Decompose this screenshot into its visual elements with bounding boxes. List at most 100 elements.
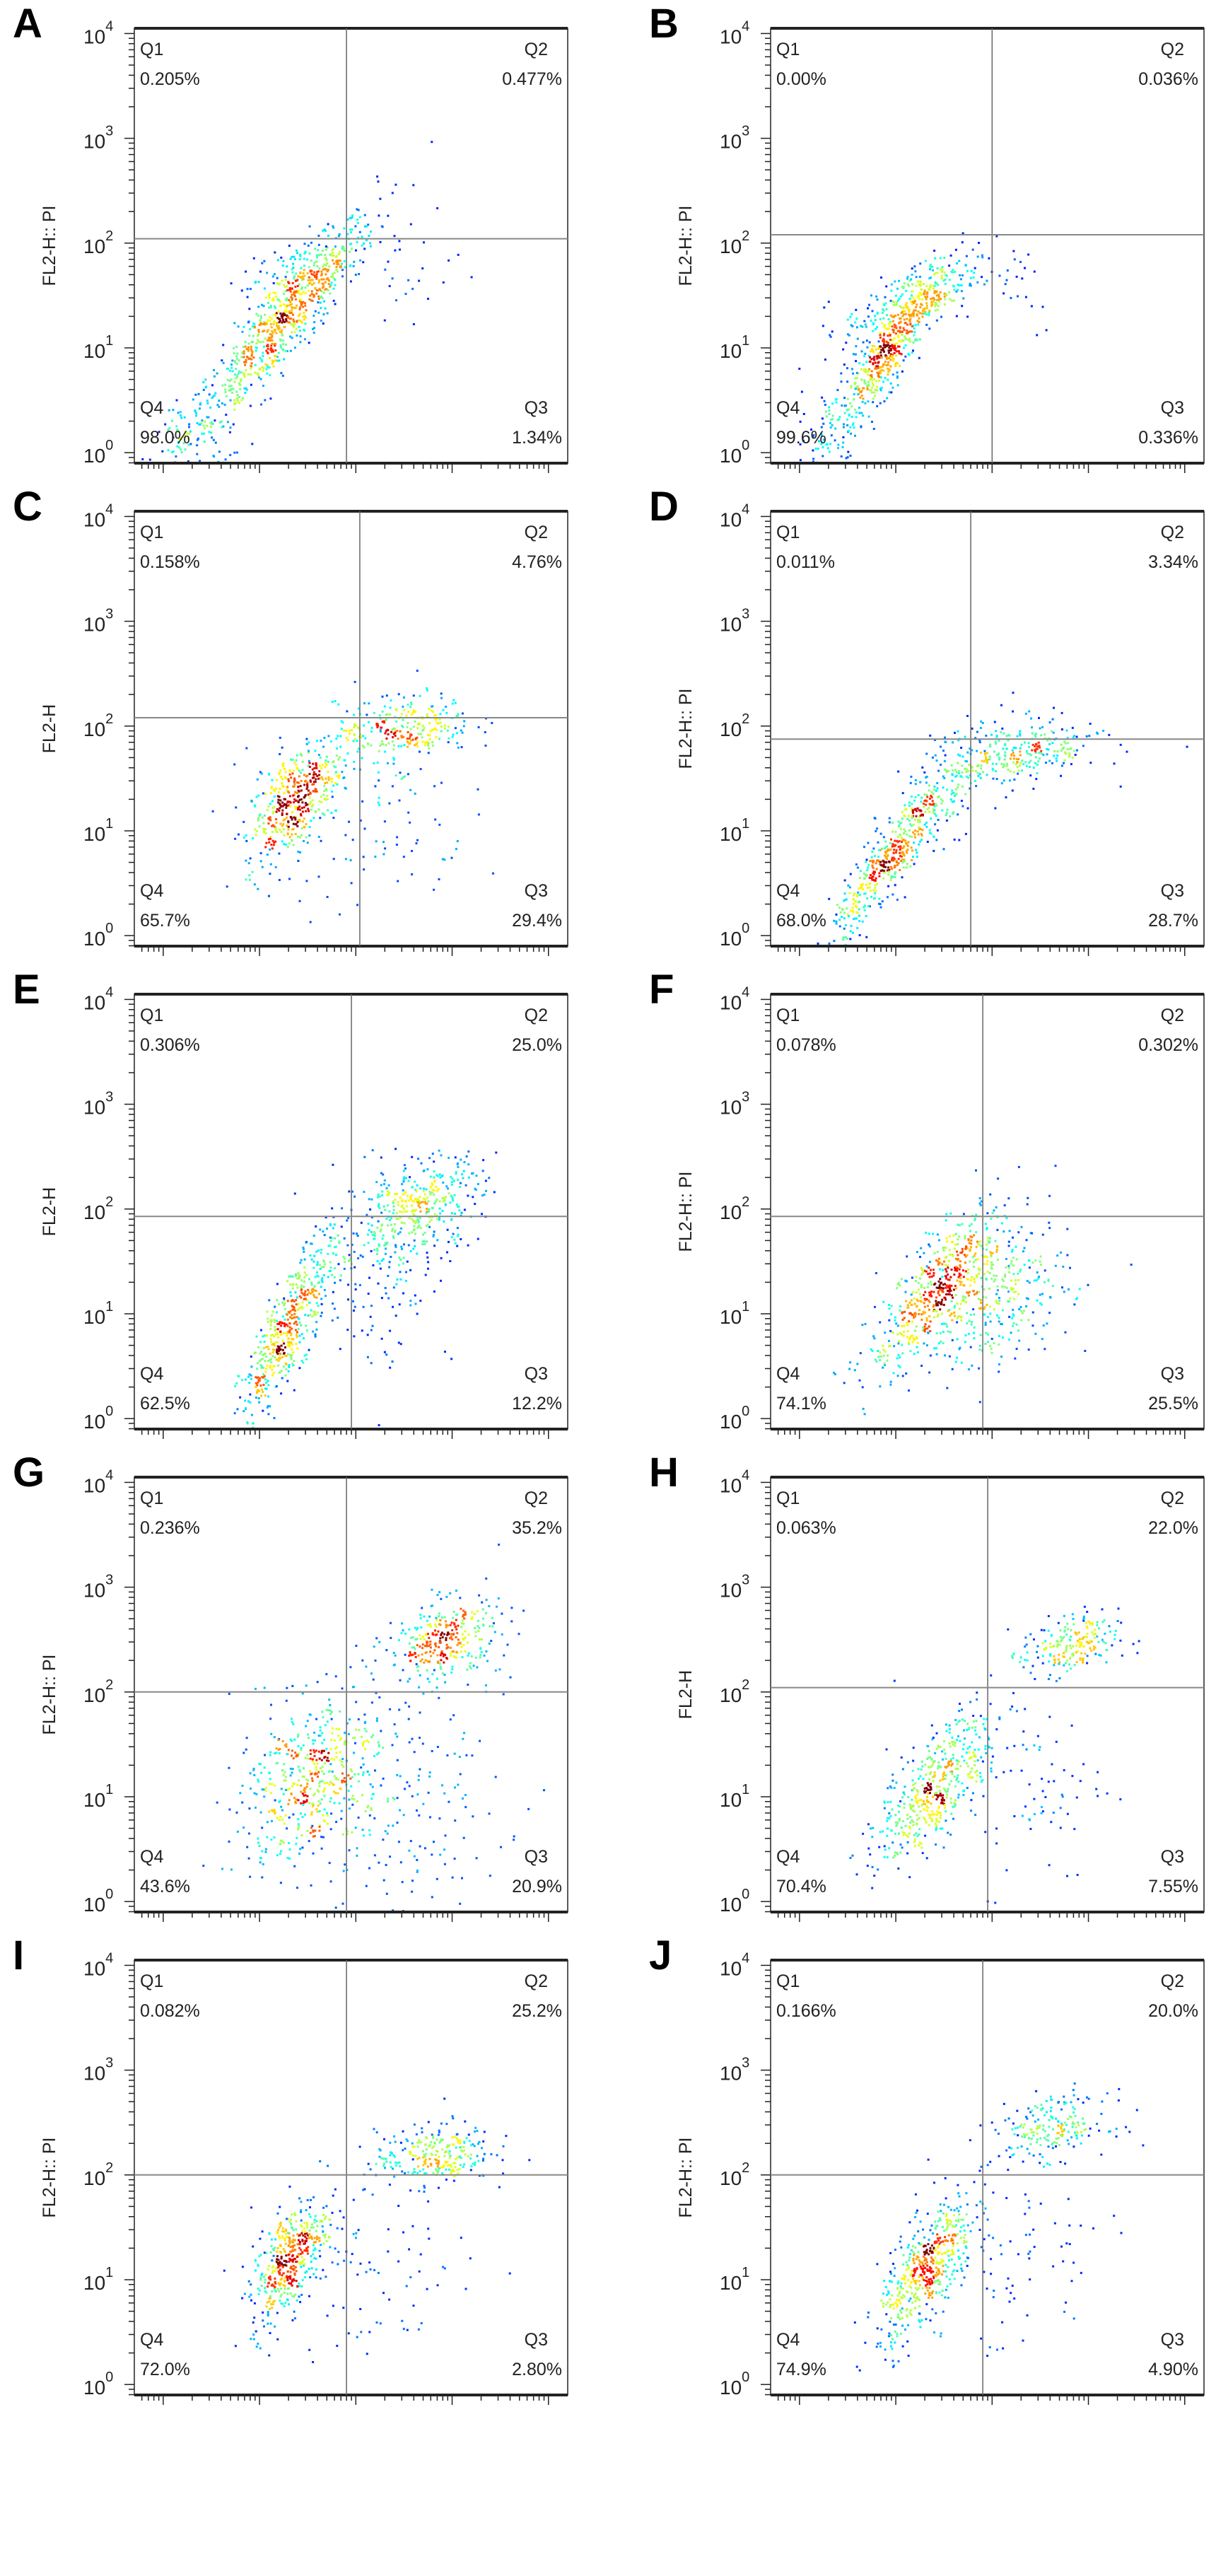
event-dot [282,339,285,342]
quadrant-name-q3: Q3 [1161,881,1184,901]
quadrant-value-q1: 0.00% [776,69,826,89]
event-dot [233,346,235,349]
event-dot [954,271,957,273]
event-dot [269,1328,272,1331]
event-dot [300,288,303,290]
event-dot [882,363,884,366]
event-dot [283,358,286,361]
event-dot [277,1336,280,1339]
event-dot [829,334,831,337]
event-dot [852,909,855,912]
event-dot [297,795,299,798]
event-dot [391,277,394,280]
event-dot [944,1296,947,1299]
event-dot [918,295,920,298]
event-dot [849,455,852,457]
event-dot [421,736,423,739]
event-dot [329,253,332,256]
event-dot [462,1177,464,1179]
event-dot [276,1341,279,1344]
event-dot [1019,261,1022,263]
event-dot [176,429,179,431]
event-dot [343,1237,346,1240]
event-dot [892,358,895,361]
event-dot [893,301,896,303]
event-dot [418,1199,421,1202]
event-dot [850,924,853,927]
event-dot [860,886,863,889]
event-dot [280,1333,282,1336]
event-dot [281,315,284,317]
event-dot [320,776,323,779]
event-dot [343,729,346,732]
event-dot [901,792,904,795]
event-dot [450,1183,453,1186]
event-dot [914,324,917,327]
event-dot [214,441,217,444]
event-dot [911,815,914,817]
event-dot [272,291,275,294]
event-dot [264,832,267,834]
event-dot [426,1225,428,1228]
event-dot [872,861,875,864]
event-dot [925,304,928,307]
event-dot [968,1290,971,1293]
event-dot [276,322,279,325]
event-dot [267,294,270,297]
event-dot [279,1331,282,1334]
event-dot [283,1365,285,1368]
event-dot [250,1377,252,1380]
event-dot [817,440,820,443]
event-dot [902,286,905,289]
event-dot [300,1279,303,1282]
event-dot [901,817,904,820]
event-dot [865,339,868,342]
event-dot [402,776,404,779]
event-dot [1096,731,1098,734]
event-dot [822,438,825,441]
event-dot [913,808,916,811]
event-dot [894,873,896,875]
event-dot [259,315,262,317]
event-dot [300,798,303,801]
event-dot [259,317,262,320]
event-dot [853,408,856,411]
event-dot [865,883,867,886]
quadrant-value-q3: 12.2% [512,1394,562,1414]
event-dot [387,1224,390,1227]
event-dot [435,1185,438,1188]
event-dot [937,1313,940,1316]
event-dot [281,809,284,812]
event-dot [462,725,465,728]
event-dot [821,441,824,444]
event-dot [313,321,316,324]
event-dot [235,806,238,809]
event-dot [433,888,435,891]
event-dot [916,851,918,854]
event-dot [267,330,269,332]
event-dot [877,373,880,376]
event-dot [315,1290,317,1293]
event-dot [171,419,173,422]
event-dot [281,316,283,319]
event-dot [294,815,297,818]
event-dot [858,908,860,911]
event-dot [262,1335,264,1338]
event-dot [451,735,454,738]
event-dot [398,799,401,802]
event-dot [431,705,433,708]
event-dot [209,421,212,424]
event-dot [211,384,214,387]
event-dot [326,270,329,273]
event-dot [395,1212,398,1215]
event-dot [356,221,359,224]
event-dot [961,274,964,276]
event-dot [450,1358,453,1360]
event-dot [934,281,937,284]
event-dot [283,1342,286,1345]
event-dot [342,1255,345,1258]
event-dot [932,269,934,272]
event-dot [238,833,240,836]
event-dot [245,270,247,273]
event-dot [891,300,894,303]
